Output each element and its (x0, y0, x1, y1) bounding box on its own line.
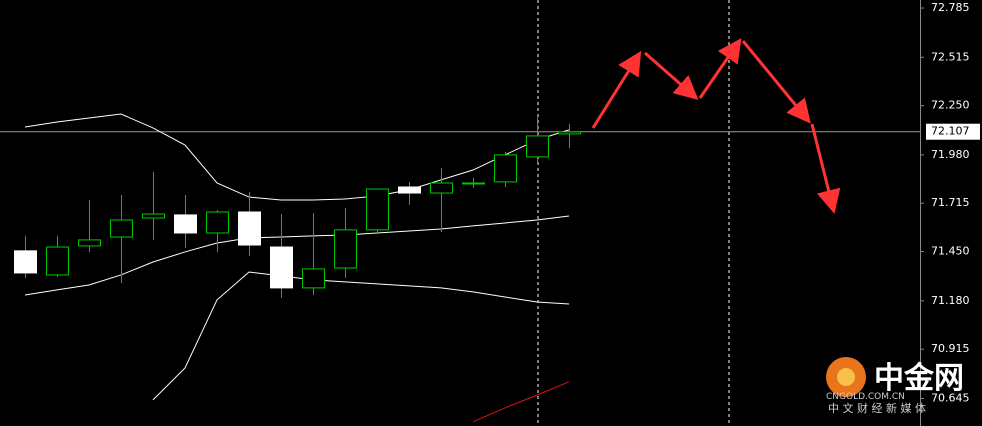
y-tick-label: 72.250 (931, 99, 970, 112)
y-tick-label: 71.180 (931, 294, 970, 307)
y-tick-label: 70.645 (931, 391, 970, 404)
candle-body (174, 214, 197, 234)
y-tick-label: 70.915 (931, 342, 970, 355)
candle-body (14, 250, 37, 274)
candle-body (494, 154, 517, 183)
y-tick-label: 71.450 (931, 245, 970, 258)
price-label-box (926, 123, 980, 140)
arrow (591, 50, 642, 129)
y-tick-label: 71.980 (931, 148, 970, 161)
forecast-arrows (591, 38, 841, 214)
indicator-line (24, 113, 570, 201)
candle-body (110, 219, 133, 238)
candle-body (334, 229, 357, 269)
candle-body (366, 188, 389, 231)
arrow (741, 40, 811, 124)
candle-body (558, 131, 581, 135)
candle-body (206, 211, 229, 234)
candle-body (430, 182, 453, 194)
indicator-line (472, 381, 570, 423)
logo (837, 368, 855, 386)
indicator-line (24, 215, 570, 296)
brand: 中金网 (874, 361, 964, 396)
y-tick-label: 72.785 (931, 1, 970, 14)
site: CNGOLD.COM.CN (826, 392, 905, 402)
y-tick-label: 72.515 (931, 50, 970, 63)
candle-body (302, 268, 325, 289)
indicator-line (152, 271, 570, 401)
arrow (810, 123, 841, 214)
candle-body (238, 211, 261, 246)
price-label: 72.107 (931, 125, 970, 138)
candle-body (462, 182, 485, 185)
slogan: 中 文 财 经 新 媒 体 (828, 401, 926, 415)
candle-body (78, 239, 101, 247)
arrow (698, 38, 742, 99)
candle-body (46, 246, 69, 276)
arrow (644, 51, 699, 100)
candle-body (526, 135, 549, 158)
candle-body (270, 246, 293, 289)
candle-body (142, 213, 165, 219)
candle-body (398, 186, 421, 194)
watermark: 中金网 CNGOLD.COM.CN 中 文 财 经 新 媒 体 (826, 357, 964, 415)
y-tick-label: 71.715 (931, 196, 970, 209)
